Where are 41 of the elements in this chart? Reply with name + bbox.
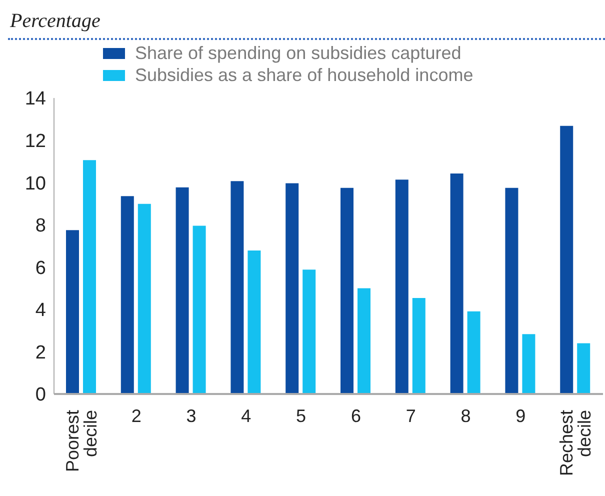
bar xyxy=(577,343,590,394)
y-tick-label: 8 xyxy=(35,216,46,237)
bar xyxy=(302,270,316,394)
bar xyxy=(450,173,464,394)
x-tick-label: Poorest decile xyxy=(62,410,100,472)
bar xyxy=(358,288,370,394)
x-tick-label: 3 xyxy=(186,406,196,426)
x-tick-label: 7 xyxy=(406,406,416,426)
x-tick-label: 9 xyxy=(516,406,526,426)
bar xyxy=(412,298,426,394)
x-tick-label: 8 xyxy=(460,406,471,426)
x-tick-label: 6 xyxy=(350,406,361,426)
legend-label: Share of spending on subsidies captured xyxy=(135,42,462,64)
y-tick-label: 12 xyxy=(24,131,46,152)
bar xyxy=(560,126,574,394)
bar xyxy=(248,250,261,394)
bar xyxy=(230,181,244,394)
bar xyxy=(395,180,408,394)
bar xyxy=(192,226,206,394)
bar xyxy=(176,187,189,394)
x-tick-label: 5 xyxy=(296,406,306,426)
bar xyxy=(522,334,536,394)
y-tick-label: 14 xyxy=(24,88,46,110)
bar xyxy=(467,311,480,394)
x-tick-label: 4 xyxy=(241,406,252,426)
y-tick-label: 6 xyxy=(35,258,46,279)
bar xyxy=(120,196,134,394)
bar xyxy=(505,188,518,394)
y-tick-label: 0 xyxy=(35,384,46,406)
bar xyxy=(83,160,96,394)
bar xyxy=(286,183,299,394)
bar xyxy=(340,188,354,394)
y-axis-title: Percentage xyxy=(10,10,100,33)
y-tick-label: 4 xyxy=(35,300,46,322)
bar xyxy=(66,230,79,394)
x-tick-label: 2 xyxy=(131,406,142,426)
y-tick-label: 2 xyxy=(35,342,46,364)
y-tick-label: 10 xyxy=(24,173,46,194)
bar xyxy=(138,204,151,394)
legend-label: Subsidies as a share of household income xyxy=(135,64,474,86)
x-tick-label: Rechest decile xyxy=(556,410,595,476)
